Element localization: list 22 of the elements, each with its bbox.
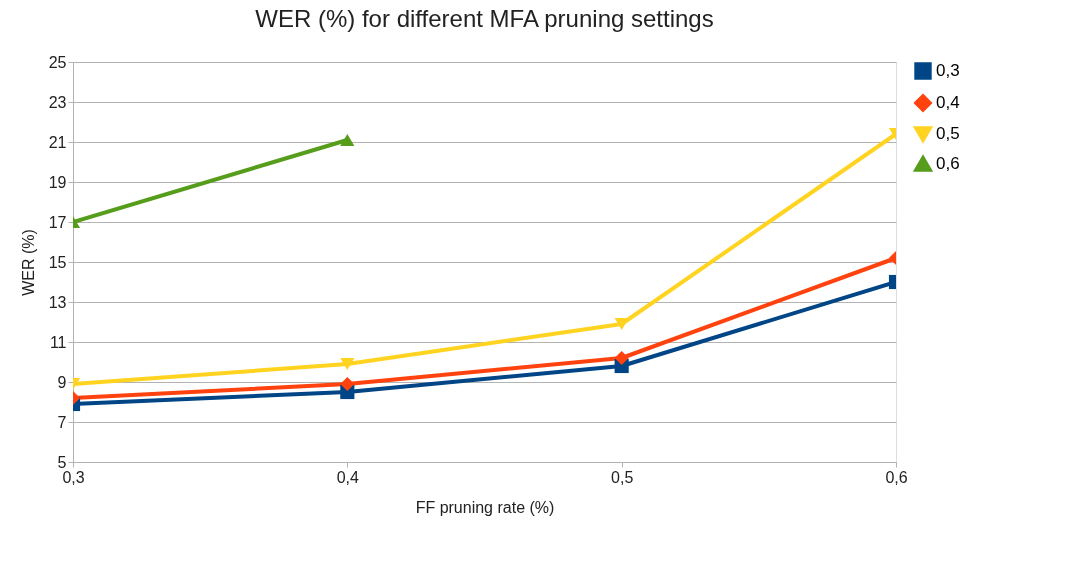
x-tick-label: 0,6 xyxy=(885,468,908,486)
y-tick-label: 9 xyxy=(57,373,67,391)
x-tick-label: 0,4 xyxy=(336,468,360,486)
legend-label: 0,6 xyxy=(936,154,960,173)
y-tick-label: 25 xyxy=(48,53,67,71)
y-axis-title: WER (%) xyxy=(19,229,37,296)
y-tick-label: 17 xyxy=(48,213,67,231)
y-tick-label: 21 xyxy=(48,133,67,151)
y-tick-label: 15 xyxy=(48,253,67,271)
x-tick-label: 0,3 xyxy=(62,468,85,486)
y-tick-label: 11 xyxy=(49,333,67,351)
legend-label: 0,4 xyxy=(936,93,960,112)
x-axis-title: FF pruning rate (%) xyxy=(415,498,555,516)
x-tick-label: 0,5 xyxy=(611,468,634,486)
legend-label: 0,3 xyxy=(936,61,960,80)
y-tick-label: 19 xyxy=(48,173,67,191)
y-tick-label: 13 xyxy=(48,293,67,311)
y-tick-label: 5 xyxy=(57,453,67,471)
y-tick-label: 23 xyxy=(48,93,67,111)
y-tick-label: 7 xyxy=(57,413,67,431)
chart-title: WER (%) for different MFA pruning settings xyxy=(255,5,714,32)
legend-label: 0,5 xyxy=(936,124,960,143)
